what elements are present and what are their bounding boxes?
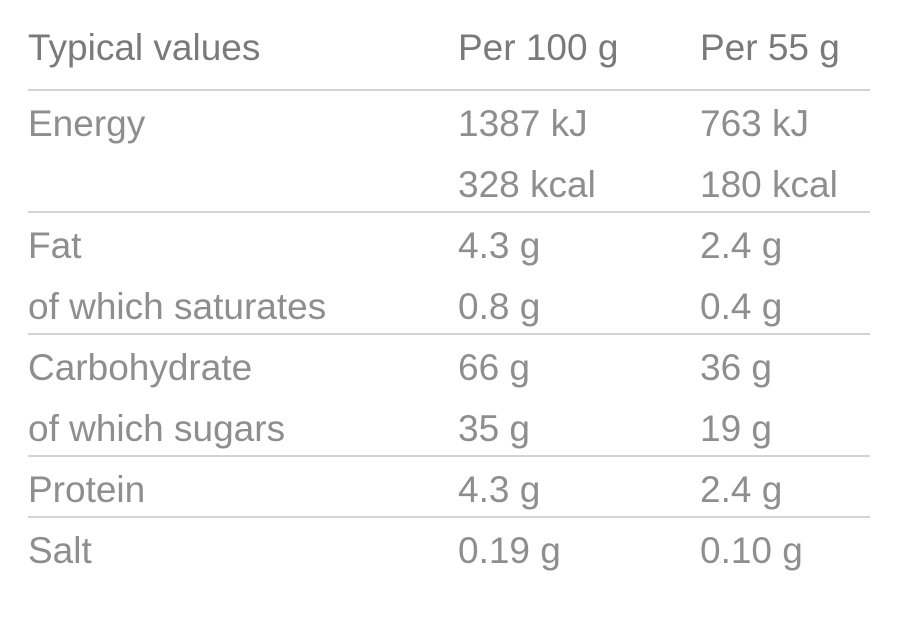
nutrient-value: 66 g <box>458 347 531 388</box>
nutrient-value: 0.8 g <box>458 286 541 327</box>
nutrient-value: 180 kcal <box>700 164 838 205</box>
column-header: Per 100 g <box>458 27 619 68</box>
row-label: Salt <box>28 530 92 571</box>
nutrient-value: 0.10 g <box>700 530 803 571</box>
nutrient-value: 0.19 g <box>458 530 561 571</box>
row-divider <box>28 455 870 457</box>
row-divider <box>28 333 870 335</box>
nutrient-value: 763 kJ <box>700 103 810 144</box>
nutrient-value: 328 kcal <box>458 164 596 205</box>
row-label: Protein <box>28 469 146 510</box>
row-divider <box>28 89 870 91</box>
row-divider <box>28 516 870 518</box>
row-label: Fat <box>28 225 82 266</box>
nutrient-value: 19 g <box>700 408 773 449</box>
row-label: of which saturates <box>28 286 327 327</box>
row-divider <box>28 211 870 213</box>
nutrient-value: 2.4 g <box>700 469 783 510</box>
nutrient-value: 4.3 g <box>458 469 541 510</box>
nutrient-value: 35 g <box>458 408 531 449</box>
row-label: of which sugars <box>28 408 286 449</box>
nutrient-value: 2.4 g <box>700 225 783 266</box>
column-header: Per 55 g <box>700 27 840 68</box>
nutrient-value: 4.3 g <box>458 225 541 266</box>
row-label: Energy <box>28 103 146 144</box>
column-header: Typical values <box>28 27 261 68</box>
row-label: Carbohydrate <box>28 347 253 388</box>
nutrient-value: 1387 kJ <box>458 103 588 144</box>
nutrient-value: 36 g <box>700 347 773 388</box>
nutrient-value: 0.4 g <box>700 286 783 327</box>
